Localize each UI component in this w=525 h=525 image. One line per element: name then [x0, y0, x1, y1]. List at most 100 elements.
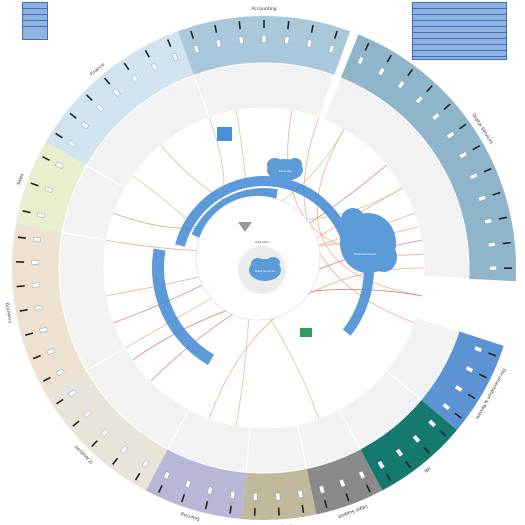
- item-marker: [306, 39, 313, 48]
- item-marker: [215, 39, 222, 48]
- item-bar: [42, 155, 50, 162]
- item-bar: [488, 352, 497, 357]
- item-bar: [503, 267, 513, 269]
- item-marker: [454, 384, 464, 393]
- item-marker: [318, 485, 326, 494]
- item-marker: [465, 365, 474, 373]
- item-bar: [69, 112, 77, 119]
- item-marker: [31, 259, 39, 265]
- segment-1: [340, 34, 516, 282]
- item-marker: [442, 402, 451, 411]
- mid-ring: [58, 62, 470, 474]
- segment-6: [145, 449, 247, 520]
- note-line: [23, 21, 47, 27]
- note-line: [413, 15, 506, 21]
- item-bar: [112, 457, 119, 465]
- item-bar: [22, 210, 31, 214]
- cloud-services-label: Services: [279, 169, 292, 173]
- note-line: [413, 39, 506, 45]
- item-marker: [171, 52, 179, 62]
- item-bar: [323, 499, 328, 509]
- legend-note-left: [22, 2, 48, 40]
- segment-inner-0: [193, 62, 335, 119]
- item-marker: [120, 445, 129, 454]
- item-marker: [238, 36, 244, 45]
- item-bar: [19, 308, 28, 312]
- item-marker: [229, 490, 236, 499]
- item-bar: [229, 505, 232, 514]
- item-marker: [487, 241, 496, 248]
- legend-note-right: [412, 2, 507, 60]
- item-marker: [163, 471, 171, 480]
- segment-10: [45, 31, 194, 166]
- item-marker: [39, 326, 48, 334]
- item-marker: [458, 151, 468, 159]
- note-line: [413, 51, 506, 57]
- item-bar: [85, 94, 93, 101]
- item-marker: [397, 80, 406, 89]
- item-marker: [412, 434, 421, 444]
- item-marker: [377, 67, 386, 76]
- item-bar: [365, 484, 371, 493]
- item-bar: [17, 236, 26, 239]
- server-block: [217, 127, 232, 141]
- item-bar: [166, 39, 172, 48]
- item-marker: [55, 161, 64, 169]
- note-line: [413, 45, 506, 51]
- item-bar: [443, 103, 451, 110]
- item-marker: [184, 479, 192, 489]
- item-bar: [386, 473, 392, 482]
- item-bar: [498, 216, 507, 220]
- item-marker: [253, 493, 258, 501]
- segment-0: [177, 16, 351, 76]
- item-bar: [204, 501, 209, 510]
- segment-label-9: Sales: [16, 172, 26, 186]
- segment-label-0: Accounting: [251, 6, 276, 12]
- item-marker: [284, 36, 290, 45]
- item-marker: [473, 345, 483, 353]
- note-line: [23, 15, 47, 21]
- item-marker: [338, 478, 346, 488]
- item-bar: [459, 123, 467, 130]
- note-line: [413, 3, 506, 9]
- item-bar: [407, 68, 414, 77]
- item-bar: [253, 507, 256, 516]
- item-marker: [100, 428, 110, 437]
- center-label: Data Store: [255, 240, 269, 244]
- item-marker: [83, 409, 92, 419]
- item-bar: [214, 24, 218, 33]
- item-bar: [190, 30, 195, 39]
- item-bar: [405, 461, 412, 469]
- item-bar: [472, 145, 481, 151]
- item-marker: [31, 282, 40, 288]
- item-bar: [426, 85, 433, 93]
- note-line: [413, 57, 506, 59]
- item-marker: [328, 44, 335, 54]
- item-markers: [16, 20, 513, 516]
- funnel-icon: [238, 222, 252, 232]
- item-marker: [44, 186, 54, 194]
- cloud-data-sources: Data Sources: [249, 257, 281, 281]
- item-marker: [297, 490, 304, 499]
- note-line: [23, 9, 47, 15]
- item-bar: [345, 493, 350, 502]
- inner-arc-0: [175, 175, 355, 254]
- item-bar: [134, 472, 141, 481]
- item-bar: [16, 285, 25, 288]
- note-line: [413, 21, 506, 27]
- item-bar: [439, 430, 447, 437]
- cloud-services: Services: [267, 158, 303, 181]
- note-line: [413, 27, 506, 33]
- item-bar: [32, 354, 41, 360]
- item-marker: [95, 103, 105, 113]
- item-marker: [427, 419, 437, 428]
- item-bar: [478, 373, 487, 379]
- item-bar: [333, 30, 338, 39]
- item-bar: [180, 494, 186, 503]
- item-marker: [193, 44, 200, 54]
- item-bar: [25, 332, 34, 336]
- item-bar: [301, 504, 305, 513]
- inner-arc-3: [191, 188, 278, 240]
- item-marker: [131, 74, 139, 84]
